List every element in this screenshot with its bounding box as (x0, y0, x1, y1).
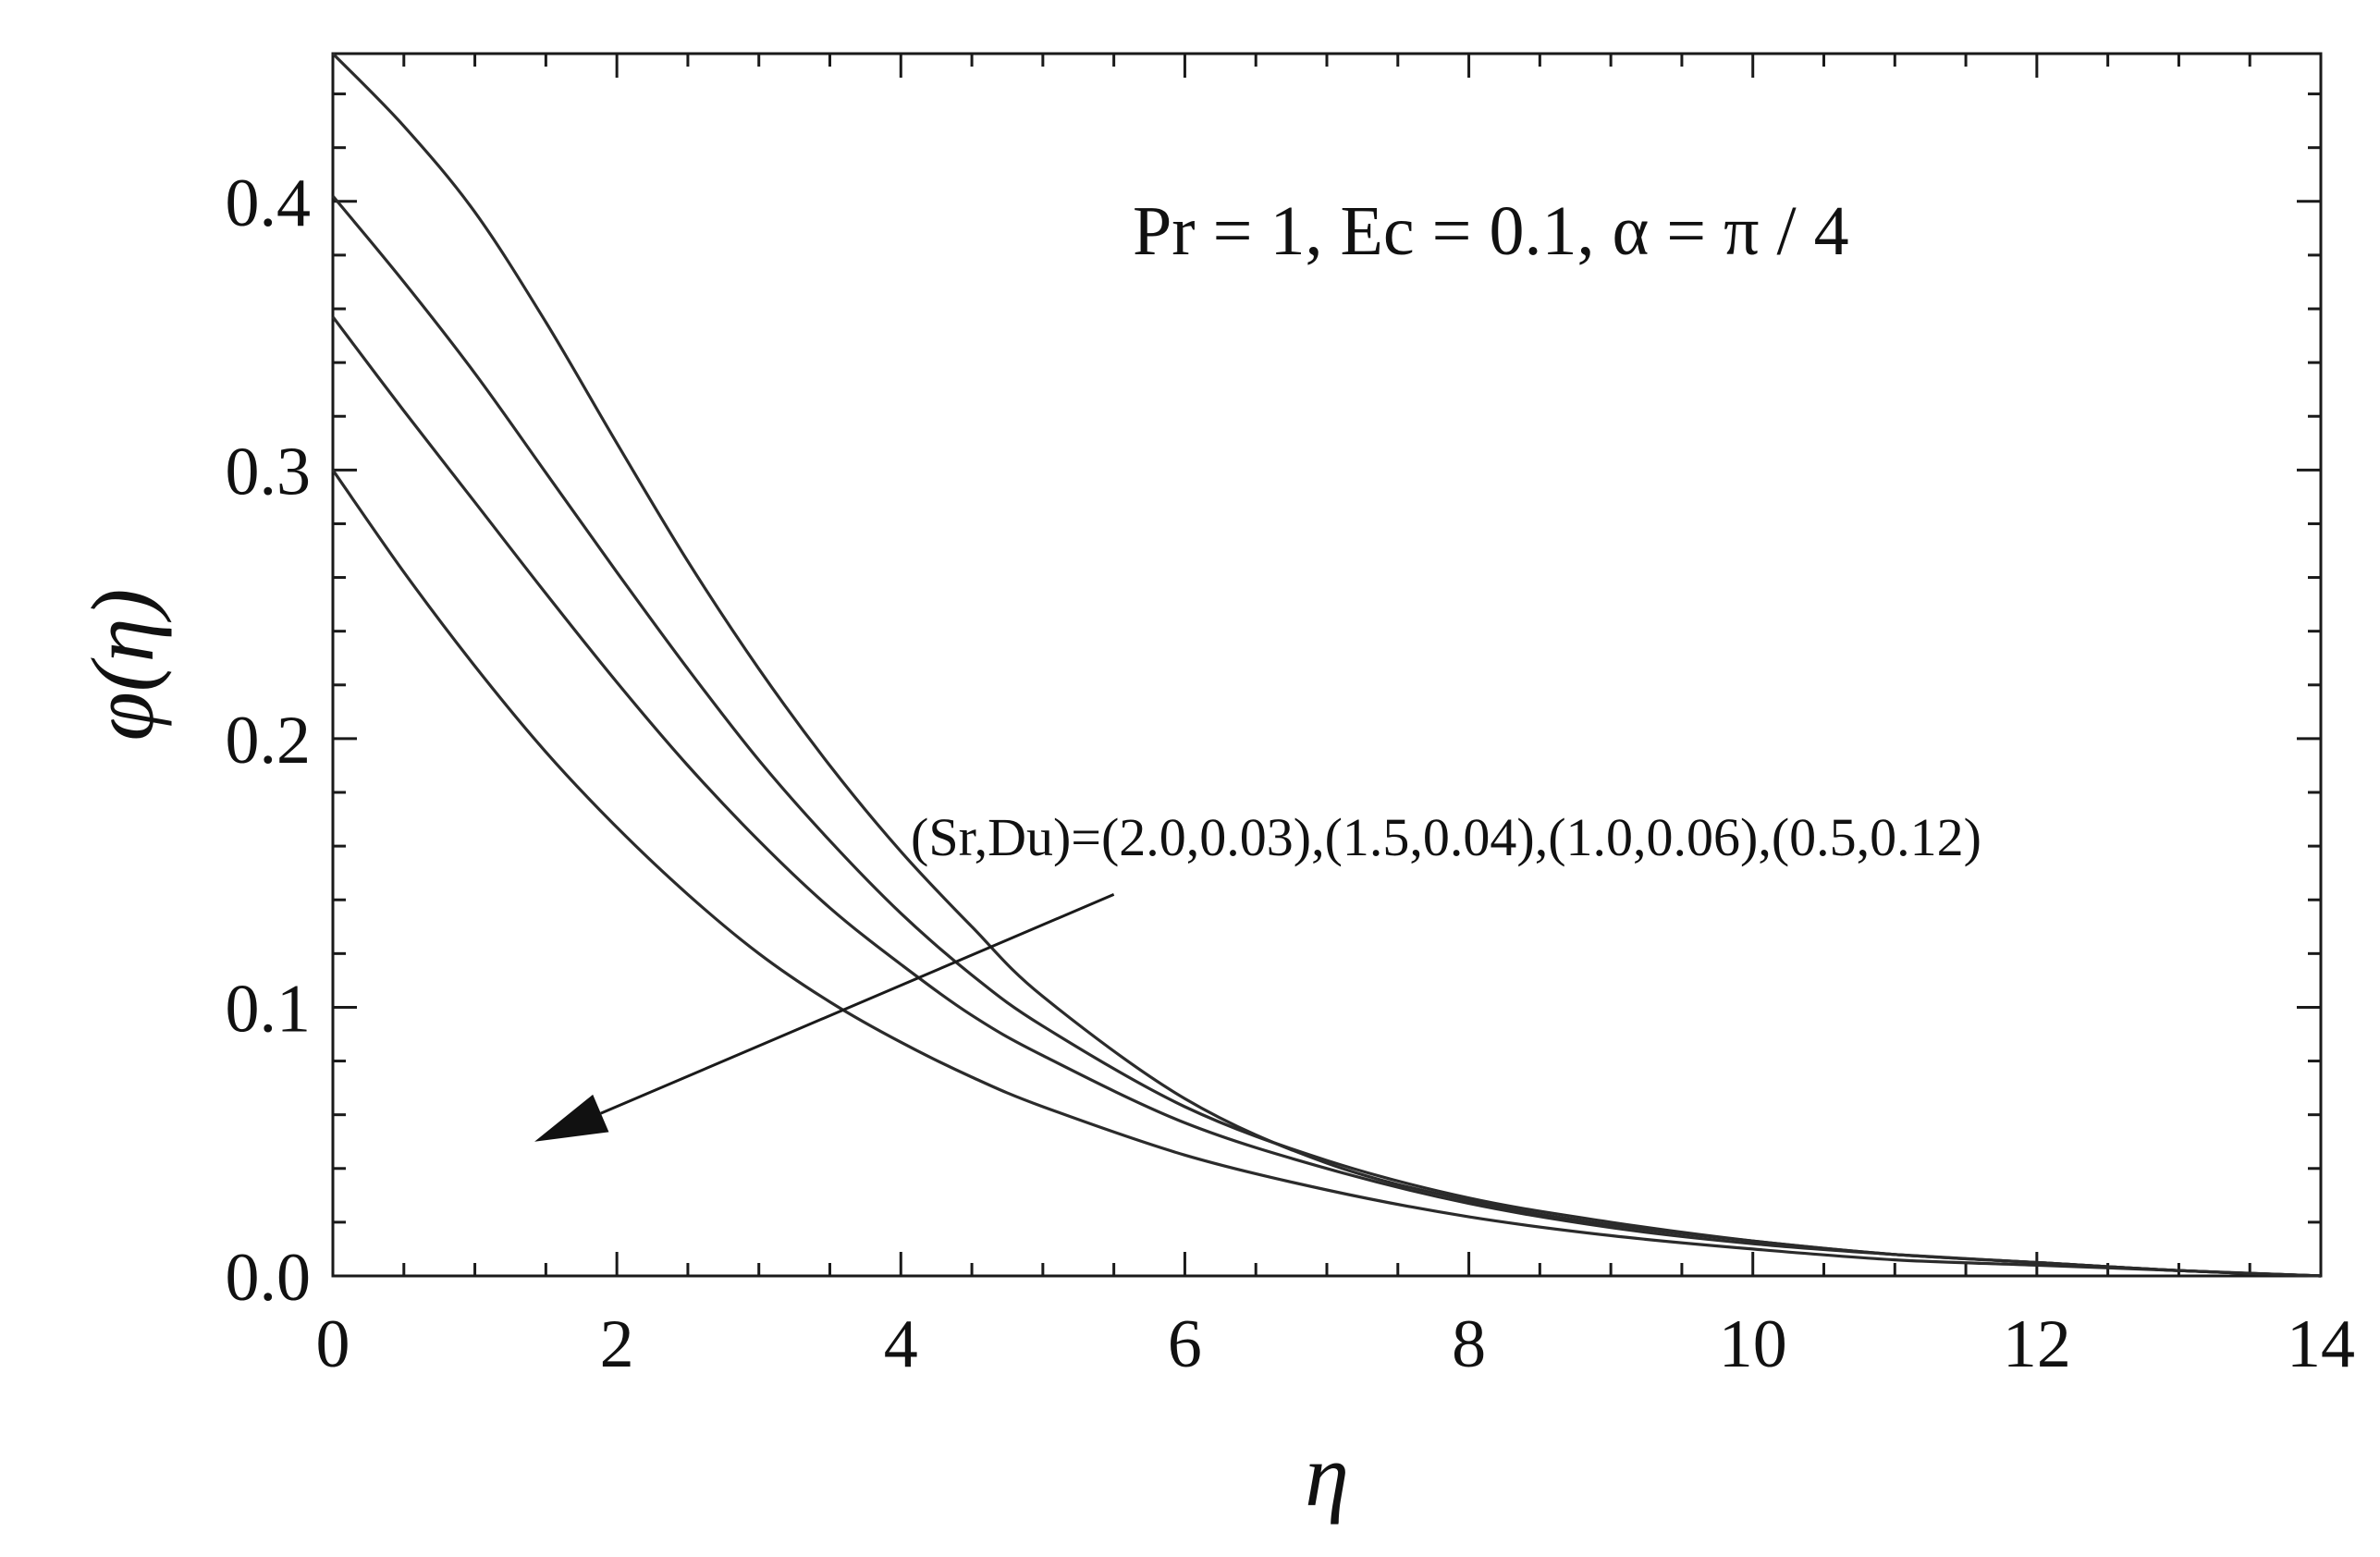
arrow-shaft (600, 893, 1115, 1115)
series-layer (331, 52, 2322, 1278)
x-tick-labels: 0 2 4 6 8 10 12 14 (316, 1306, 2356, 1382)
arrow-annotation-label: (Sr,Du)=(2.0,0.03),(1.5,0.04),(1.0,0.06)… (911, 807, 1981, 867)
series-line-4 (331, 469, 2322, 1278)
arrow-head (534, 1094, 609, 1142)
x-tick-label: 6 (1168, 1306, 1202, 1382)
ticks-layer (331, 54, 2323, 1278)
series-line-2 (331, 194, 2322, 1278)
x-tick-label: 0 (316, 1306, 350, 1382)
series-line-3 (331, 315, 2322, 1278)
y-tick-label: 0.2 (226, 703, 312, 778)
x-tick-label: 14 (2287, 1306, 2355, 1382)
y-tick-label: 0.0 (226, 1240, 312, 1316)
x-axis-label: η (1305, 1426, 1349, 1525)
x-tick-label: 2 (600, 1306, 634, 1382)
x-tick-label: 10 (1719, 1306, 1787, 1382)
direction-arrow (534, 893, 1115, 1142)
x-tick-label: 4 (884, 1306, 918, 1382)
y-tick-label: 0.4 (226, 166, 312, 241)
y-tick-label: 0.1 (226, 971, 312, 1047)
y-tick-label: 0.3 (226, 434, 312, 509)
x-tick-label: 12 (2003, 1306, 2071, 1382)
parameter-annotation: Pr = 1, Ec = 0.1, α = π / 4 (1133, 192, 1849, 270)
y-axis-label: φ(η) (73, 589, 172, 742)
x-tick-label: 8 (1452, 1306, 1486, 1382)
y-tick-labels: 0.0 0.1 0.2 0.3 0.4 (226, 166, 312, 1316)
